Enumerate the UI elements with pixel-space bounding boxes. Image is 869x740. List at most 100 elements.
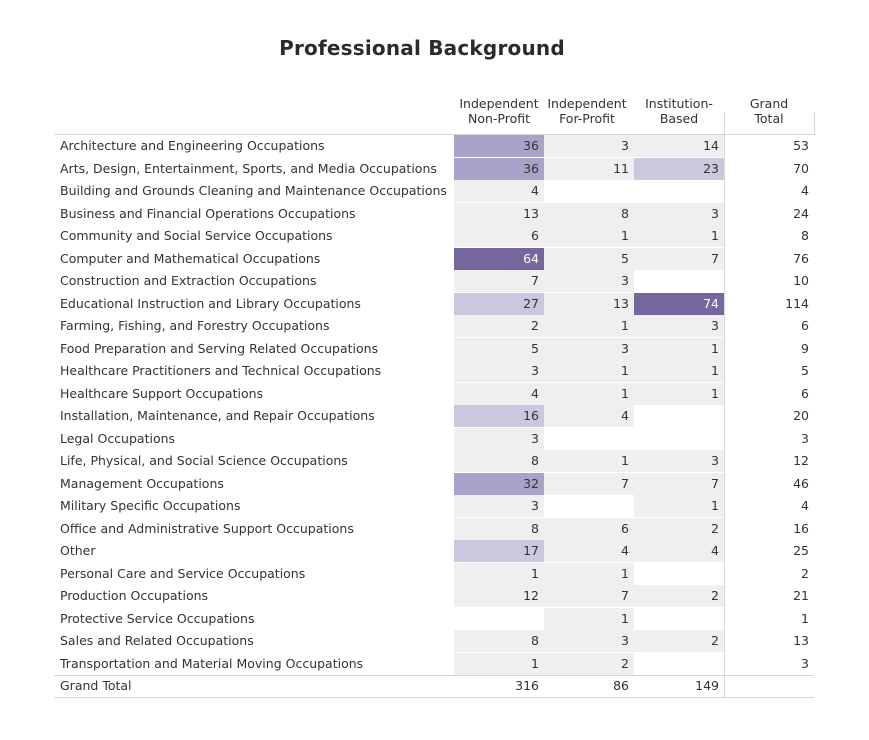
table-cell: 1 [544,382,634,405]
table-cell: 4 [544,405,634,428]
row-grand-total: 2 [801,565,809,581]
row-grand-total: 4 [801,498,809,513]
table-cell: 3 [454,495,544,518]
table-cell: 2 [634,585,724,608]
table-cell: 3 [454,360,544,383]
table-cell: 2 [454,315,544,338]
row-label: Building and Grounds Cleaning and Mainte… [60,183,447,198]
row-label: Construction and Extraction Occupations [60,273,317,288]
table-cell: 36 [454,135,544,158]
table-cell: 7 [454,270,544,293]
table-cell [634,563,724,585]
row-label: Military Specific Occupations [60,498,241,513]
row-label: Personal Care and Service Occupations [60,565,306,581]
table-cell: 3 [634,315,724,338]
table-cell: 2 [634,630,724,653]
table-cell: 4 [634,540,724,563]
row-grand-total: 8 [801,228,809,243]
row-grand-total: 6 [801,385,809,401]
grand-total-value: 316 [515,678,539,693]
grand-total-value: 86 [613,678,629,693]
table-cell: 3 [544,135,634,158]
table-cell: 3 [544,337,634,360]
header-divider [54,134,814,135]
row-label: Installation, Maintenance, and Repair Oc… [60,408,375,423]
grand-total-top-rule [54,675,814,676]
table-cell [634,653,724,675]
table-cell: 1 [544,225,634,248]
table-cell: 5 [544,247,634,270]
row-label: Protective Service Occupations [60,610,255,626]
grand-total-value: 149 [695,678,719,693]
grand-total-column-divider [724,112,725,697]
table-cell: 23 [634,157,724,180]
row-label: Healthcare Support Occupations [60,385,264,401]
table-cell: 13 [454,202,544,225]
table-cell [544,180,634,202]
grand-total-bottom-rule [54,697,814,698]
table-cell: 16 [454,405,544,428]
row-label: Transportation and Material Moving Occup… [60,655,364,671]
row-grand-total: 25 [793,543,809,558]
table-cell [634,270,724,292]
row-label: Production Occupations [60,588,209,603]
table-cell: 8 [544,202,634,225]
table-cell: 4 [544,540,634,563]
row-grand-total: 1 [801,610,809,626]
row-grand-total: 70 [793,160,809,176]
row-grand-total: 10 [793,273,809,288]
row-grand-total: 114 [785,295,809,311]
table-cell: 1 [634,225,724,248]
table-cell: 64 [454,247,544,270]
table-cell: 3 [634,450,724,473]
table-cell: 1 [544,562,634,585]
table-cell: 1 [454,562,544,585]
table-cell: 1 [544,360,634,383]
row-label: Other [60,543,96,558]
table-cell: 1 [544,607,634,630]
column-header-independent-non-profit: Independent Non-Profit [459,96,539,126]
table-cell: 3 [454,427,544,450]
table-cell [634,180,724,202]
row-grand-total: 16 [793,520,809,536]
table-cell: 7 [634,247,724,270]
table-cell: 32 [454,472,544,495]
row-grand-total: 13 [793,633,809,648]
row-grand-total: 46 [793,475,809,491]
table-cell: 7 [634,472,724,495]
table-cell: 1 [544,450,634,473]
row-grand-total: 21 [793,588,809,603]
table-cell: 11 [544,157,634,180]
row-label: Educational Instruction and Library Occu… [60,295,361,311]
row-label: Computer and Mathematical Occupations [60,250,321,266]
grand-total-label: Grand Total [60,678,132,693]
table-cell: 6 [454,225,544,248]
table-cell: 1 [634,337,724,360]
table-cell: 1 [634,382,724,405]
table-cell: 1 [454,652,544,675]
row-label: Life, Physical, and Social Science Occup… [60,453,348,468]
table-cell: 1 [634,360,724,383]
row-label: Management Occupations [60,475,224,491]
table-cell: 4 [454,382,544,405]
row-grand-total: 3 [801,655,809,671]
row-grand-total: 5 [801,363,809,378]
table-cell: 8 [454,517,544,540]
row-grand-total: 4 [801,183,809,198]
row-label: Architecture and Engineering Occupations [60,138,325,153]
row-grand-total: 24 [793,205,809,221]
table-cell: 4 [454,180,544,203]
chart-title: Professional Background [279,36,565,60]
table-cell: 2 [544,652,634,675]
header-right-edge [814,112,815,135]
table-cell: 36 [454,157,544,180]
row-grand-total: 3 [801,430,809,446]
row-label: Healthcare Practitioners and Technical O… [60,363,382,378]
row-grand-total: 53 [793,138,809,153]
table-cell: 12 [454,585,544,608]
column-header-independent-for-profit: Independent For-Profit [547,96,627,126]
table-cell: 13 [544,292,634,315]
table-cell: 7 [544,585,634,608]
table-cell: 8 [454,630,544,653]
